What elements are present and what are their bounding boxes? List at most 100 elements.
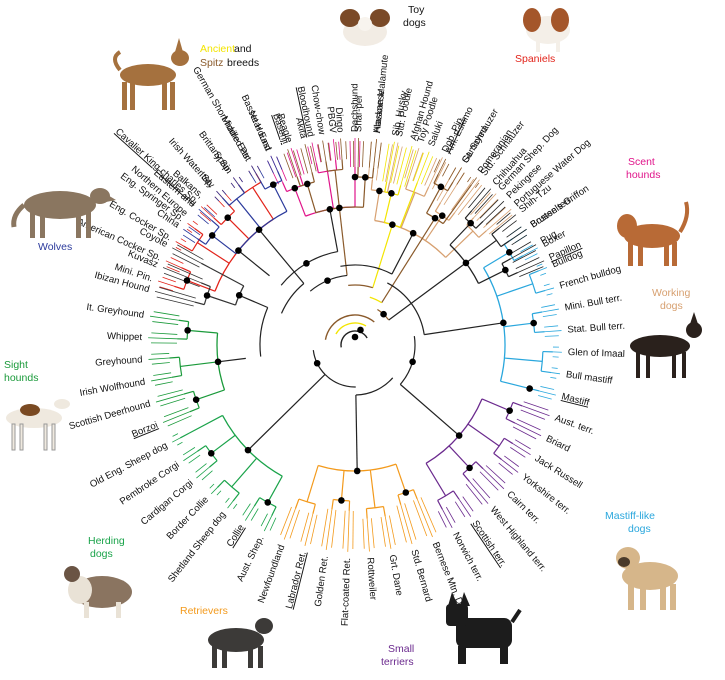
tip-branch	[515, 257, 540, 270]
tip-stem	[371, 167, 375, 178]
bootstrap-node	[313, 359, 321, 367]
bootstrap-node	[192, 396, 200, 403]
tip-branch	[545, 287, 555, 291]
tip-stem	[501, 258, 511, 265]
group-label-scent: Scent hounds	[626, 156, 660, 181]
bootstrap-node	[269, 181, 277, 188]
tip-branch	[451, 178, 475, 211]
tip-branch	[296, 149, 305, 175]
tip-branch	[522, 247, 538, 257]
tip-branch	[380, 516, 386, 547]
tip-branch	[192, 220, 198, 226]
tip-stem	[535, 289, 546, 294]
sub-stem	[503, 322, 534, 328]
bloodhound-illustration	[617, 201, 690, 266]
tip-branch	[551, 367, 558, 369]
tip-branch	[370, 518, 375, 549]
tip-branch	[286, 152, 297, 178]
tip-stem	[384, 181, 388, 192]
sub-stem	[426, 186, 442, 214]
tip-stem	[475, 220, 484, 229]
tip-branch	[519, 266, 544, 277]
sub-stem	[252, 187, 274, 220]
breed-label: PBGV	[324, 106, 338, 134]
tip-branch	[420, 156, 434, 185]
sub-stem	[504, 357, 543, 362]
bootstrap-node	[324, 277, 331, 284]
sub-stem	[496, 283, 533, 297]
tip-branch	[216, 190, 223, 199]
sub-arc	[491, 233, 502, 247]
tip-branch	[404, 503, 417, 540]
mastiff-illustration	[616, 547, 678, 610]
tip-branch	[469, 481, 489, 504]
tip-branch	[377, 142, 382, 169]
tip-branch	[472, 478, 491, 499]
tip-branch	[172, 247, 202, 264]
bootstrap-node	[530, 319, 537, 327]
tip-branch	[470, 192, 491, 216]
tip-branch	[384, 516, 392, 549]
tip-branch	[311, 142, 317, 164]
tip-branch	[283, 508, 296, 540]
bootstrap-node	[357, 326, 364, 334]
tip-branch	[424, 157, 438, 186]
group-label-herding-line2: dogs	[90, 548, 113, 560]
group-label-toy-line1: Toy	[408, 4, 425, 16]
tip-branch	[225, 497, 230, 503]
tip-stem	[365, 508, 368, 519]
tip-stem	[325, 161, 329, 172]
tip-branch	[454, 501, 466, 518]
sub-stem	[465, 239, 497, 264]
sub-stem	[294, 187, 307, 217]
tip-branch	[186, 228, 193, 233]
tip-stem	[312, 503, 316, 514]
tip-stem	[397, 185, 402, 196]
tip-stem	[174, 285, 184, 290]
bootstrap-node	[303, 180, 311, 188]
tip-stem	[397, 494, 402, 505]
tip-stem	[271, 506, 277, 517]
sub-arc	[528, 274, 537, 294]
sub-stem	[399, 191, 415, 228]
tip-branch	[151, 353, 170, 355]
sub-stem	[395, 463, 407, 493]
tip-branch	[151, 376, 172, 382]
tip-branch	[544, 330, 562, 333]
tip-branch	[514, 439, 531, 450]
tip-branch	[199, 211, 211, 222]
breed-label: Near East	[246, 109, 274, 153]
tip-stem	[512, 401, 523, 407]
tip-branch	[349, 141, 352, 168]
sub-stem	[272, 184, 288, 212]
tip-branch	[159, 286, 174, 292]
tip-branch	[283, 153, 294, 179]
tip-branch	[416, 151, 430, 183]
collie-illustration	[64, 566, 132, 618]
breed-label: Newfoundland	[256, 543, 287, 604]
tip-stem	[299, 175, 304, 186]
sub-stem	[231, 457, 258, 488]
tip-branch	[172, 437, 181, 443]
group-label-mastiff: Mastiff-like dogs	[605, 510, 655, 535]
clade-stem	[247, 374, 326, 451]
sub-stem	[206, 294, 236, 306]
sub-stem	[424, 215, 443, 241]
tip-branch	[524, 253, 538, 261]
bootstrap-node	[467, 219, 474, 227]
group-label-mastiff-line2: dogs	[628, 523, 651, 535]
sub-stem	[478, 269, 506, 284]
sub-stem	[448, 445, 471, 469]
tip-stem	[296, 176, 301, 187]
breed-label: Dingo	[333, 107, 346, 133]
sub-stem	[209, 267, 245, 287]
sub-stem	[362, 177, 366, 208]
tip-branch	[197, 214, 209, 225]
bootstrap-node	[183, 277, 191, 284]
tip-branch	[177, 441, 183, 446]
bootstrap-node	[336, 204, 343, 212]
tip-branch	[504, 455, 520, 467]
breed-label: Std. Bernard	[408, 548, 433, 603]
tip-branch	[428, 157, 443, 188]
tip-branch	[328, 142, 332, 161]
